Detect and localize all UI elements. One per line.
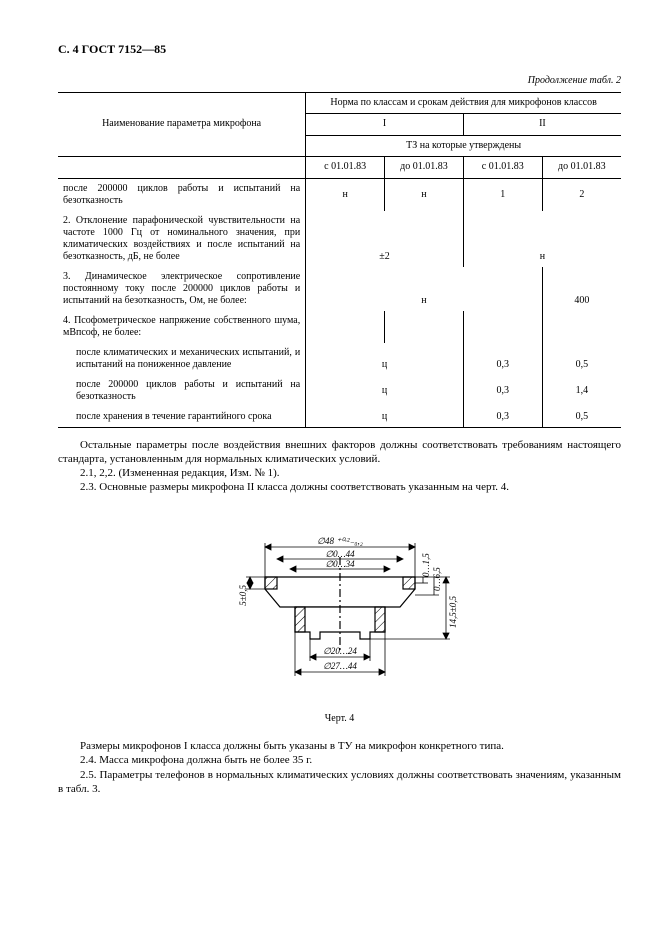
th-c4: до 01.01.83 [542, 157, 621, 179]
th-c3: с 01.01.83 [463, 157, 542, 179]
th-c1: с 01.01.83 [306, 157, 385, 179]
figure-4: ∅48 ⁺⁰·²₋₀,₂ ∅0…44 ∅0…34 5±0,5 0…1,5 0…6… [58, 507, 621, 726]
dim-text: ∅20…24 [323, 646, 357, 656]
th-tz: ТЗ на которые утверждены [306, 135, 621, 157]
table-row: после 200000 циклов работы и испытаний н… [58, 178, 621, 211]
val-cell: ц [306, 407, 464, 428]
dim-text: ∅48 ⁺⁰·²₋₀,₂ [317, 536, 363, 546]
table-row: 4. Псофометрическое напряжение собственн… [58, 311, 621, 343]
val-cell [542, 311, 621, 343]
param-cell: после климатических и механических испыт… [58, 343, 306, 375]
figure-caption: Черт. 4 [58, 713, 621, 726]
th-class2: II [463, 114, 621, 136]
th-empty [58, 157, 306, 179]
th-class1: I [306, 114, 464, 136]
th-norm: Норма по классам и срокам действия для м… [306, 92, 621, 114]
param-cell: 2. Отклонение парафонической чувствитель… [58, 211, 306, 267]
val-cell: 1,4 [542, 375, 621, 407]
th-param: Наименование параметра микрофона [58, 92, 306, 157]
val-cell: 1 [463, 178, 542, 211]
drawing-icon: ∅48 ⁺⁰·²₋₀,₂ ∅0…44 ∅0…34 5±0,5 0…1,5 0…6… [210, 507, 470, 707]
val-cell [385, 311, 464, 343]
paragraph: 2.4. Масса микрофона должна быть не боле… [58, 753, 621, 767]
dim-text: ∅0…34 [325, 559, 355, 569]
val-cell: ц [306, 343, 464, 375]
val-cell: ±2 [306, 211, 464, 267]
dim-text: 14,5±0,5 [448, 595, 458, 627]
param-cell: после 200000 циклов работы и испытаний н… [58, 375, 306, 407]
val-cell [463, 311, 542, 343]
dim-text: 0…6,5 [432, 566, 442, 590]
val-cell: 0,3 [463, 343, 542, 375]
param-cell: 3. Динамическое электрическое сопротивле… [58, 267, 306, 311]
table-row: 3. Динамическое электрическое сопротивле… [58, 267, 621, 311]
val-cell: н [306, 178, 385, 211]
table-row: 2. Отклонение парафонической чувствитель… [58, 211, 621, 267]
dim-text: 5±0,5 [238, 584, 248, 605]
val-cell: 0,3 [463, 375, 542, 407]
page: С. 4 ГОСТ 7152—85 Продолжение табл. 2 На… [0, 0, 661, 936]
dim-text: 0…1,5 [421, 552, 431, 576]
dim-text: ∅0…44 [325, 549, 355, 559]
page-header: С. 4 ГОСТ 7152—85 [58, 42, 621, 57]
val-cell: н [463, 211, 621, 267]
paragraph: Остальные параметры после воздействия вн… [58, 438, 621, 467]
table-continuation: Продолжение табл. 2 [58, 75, 621, 88]
parameters-table: Наименование параметра микрофона Норма п… [58, 92, 621, 428]
val-cell: 0,5 [542, 407, 621, 428]
paragraph: 2.1, 2,2. (Измененная редакция, Изм. № 1… [58, 466, 621, 480]
param-cell: после хранения в течение гарантийного ср… [58, 407, 306, 428]
val-cell: н [306, 267, 542, 311]
val-cell: 0,5 [542, 343, 621, 375]
dim-text: ∅27…44 [323, 661, 357, 671]
val-cell: 400 [542, 267, 621, 311]
paragraph: 2.3. Основные размеры микрофона II класс… [58, 480, 621, 494]
val-cell: 2 [542, 178, 621, 211]
val-cell [306, 311, 385, 343]
table-row: после хранения в течение гарантийного ср… [58, 407, 621, 428]
table-row: после климатических и механических испыт… [58, 343, 621, 375]
paragraph: Размеры микрофонов I класса должны быть … [58, 739, 621, 753]
param-cell: 4. Псофометрическое напряжение собственн… [58, 311, 306, 343]
th-c2: до 01.01.83 [385, 157, 464, 179]
paragraph: 2.5. Параметры телефонов в нормальных кл… [58, 768, 621, 797]
val-cell: 0,3 [463, 407, 542, 428]
val-cell: ц [306, 375, 464, 407]
val-cell: н [385, 178, 464, 211]
param-cell: после 200000 циклов работы и испытаний н… [58, 178, 306, 211]
table-row: после 200000 циклов работы и испытаний н… [58, 375, 621, 407]
